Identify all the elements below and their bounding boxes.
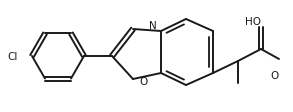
Text: O: O <box>139 76 147 86</box>
Text: HO: HO <box>245 17 261 27</box>
Text: Cl: Cl <box>7 52 17 61</box>
Text: O: O <box>270 70 278 80</box>
Text: N: N <box>149 21 157 31</box>
